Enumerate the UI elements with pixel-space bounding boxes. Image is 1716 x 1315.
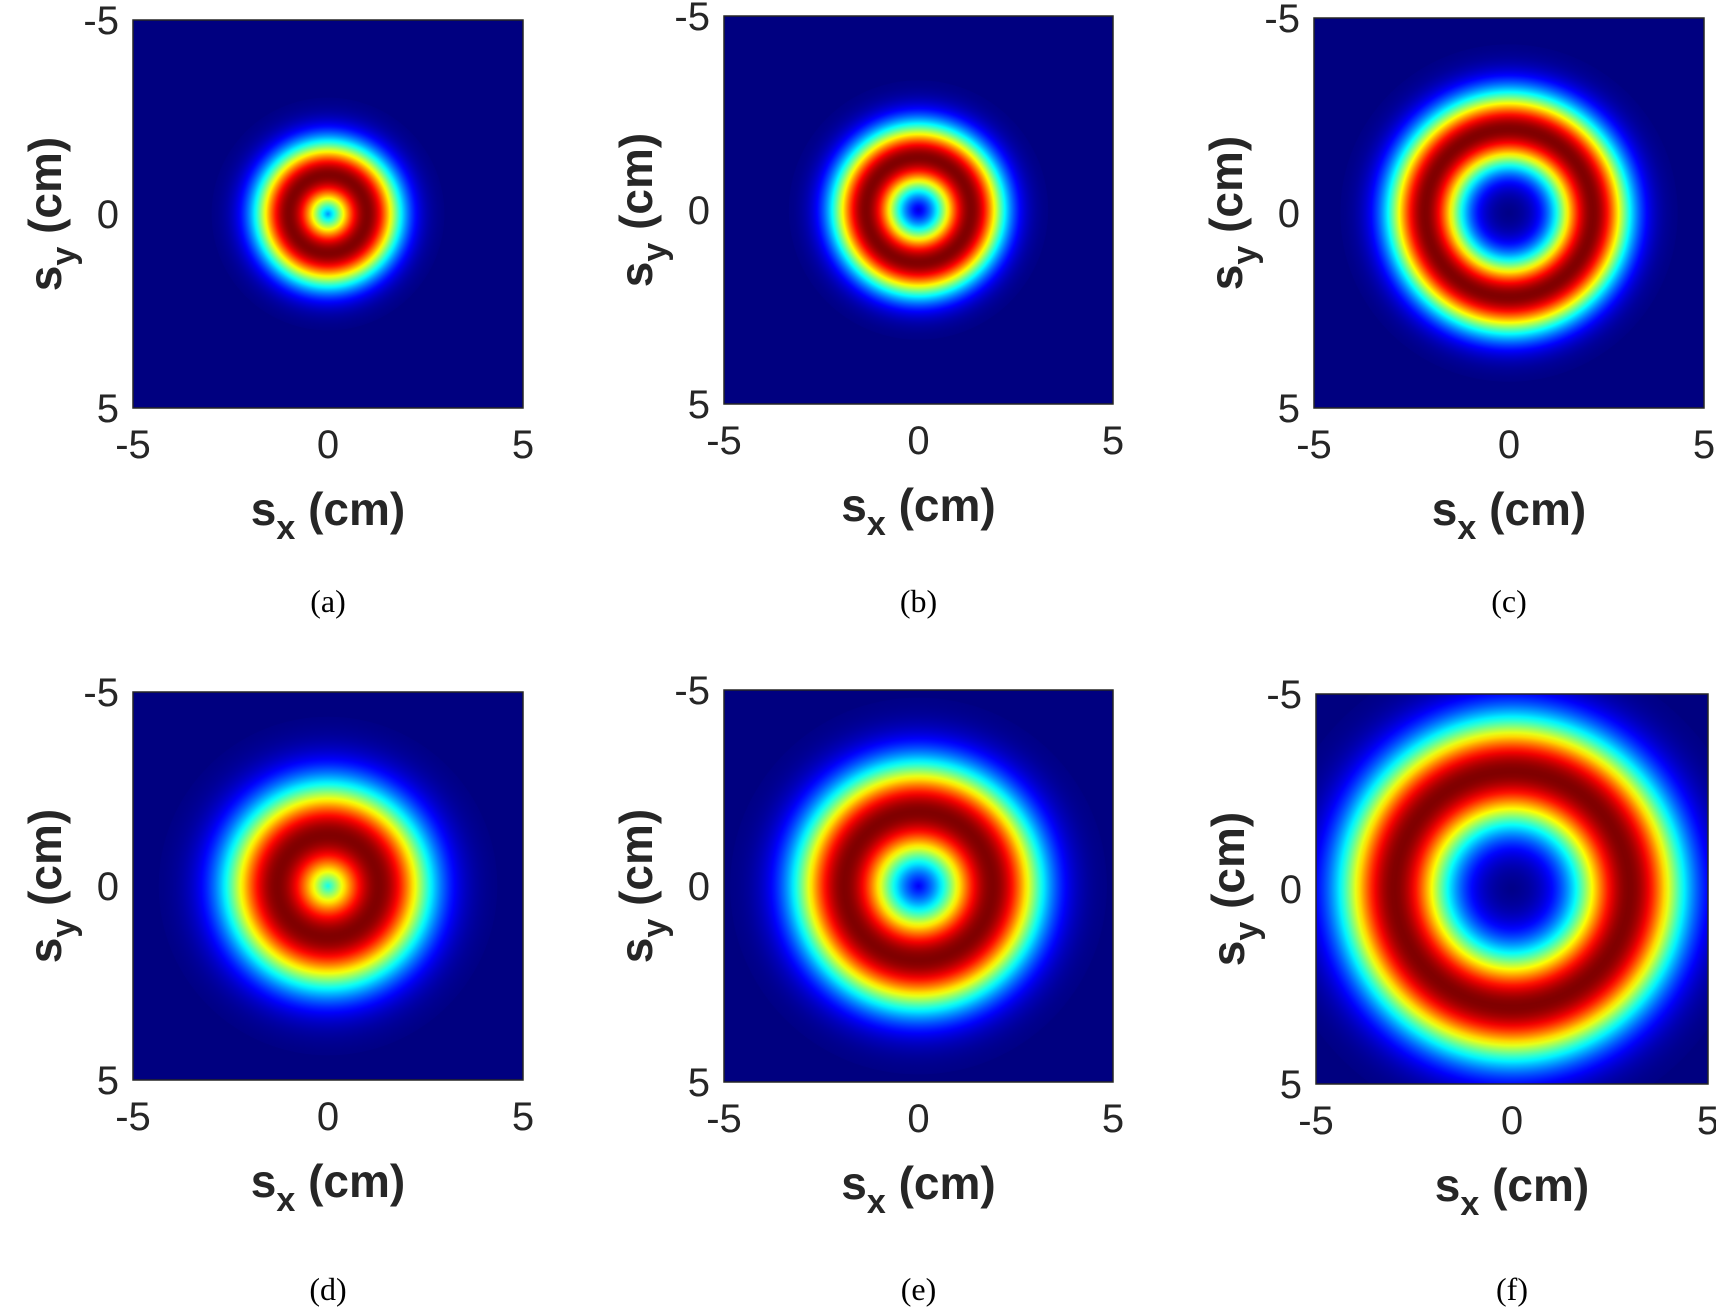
x-axis-label: sx (cm)	[251, 483, 405, 547]
x-tick-label: 0	[1498, 423, 1520, 467]
y-tick-label: -5	[1266, 673, 1302, 717]
y-tick-label: 0	[1278, 192, 1300, 236]
intensity-ring	[730, 697, 1107, 1075]
y-tick-label: 0	[688, 865, 710, 909]
x-tick-label: -5	[706, 1097, 742, 1141]
x-tick-label: 5	[1693, 423, 1715, 467]
x-tick-label: 0	[317, 423, 339, 467]
intensity-ring	[1340, 44, 1678, 382]
x-tick-label: 5	[1102, 1097, 1124, 1141]
panel-caption: (d)	[309, 1271, 346, 1307]
x-tick-label: -5	[1298, 1099, 1334, 1143]
intensity-ring	[211, 97, 445, 331]
intensity-ring	[788, 80, 1049, 340]
y-tick-label: 0	[1280, 868, 1302, 912]
axes-frame	[132, 691, 524, 1081]
y-tick-label: 0	[688, 189, 710, 233]
y-tick-label: -5	[674, 0, 710, 39]
y-tick-label: -5	[674, 669, 710, 713]
x-tick-label: 0	[907, 419, 929, 463]
panel-caption: (b)	[900, 583, 937, 619]
panel-caption: (c)	[1491, 583, 1527, 619]
panel-caption: (e)	[901, 1271, 937, 1307]
y-tick-label: 0	[97, 193, 119, 237]
x-tick-label: 5	[512, 1095, 534, 1139]
y-tick-label: 5	[688, 1061, 710, 1105]
x-axis-label: sx (cm)	[841, 1157, 995, 1221]
axes-frame	[723, 689, 1114, 1083]
intensity-ring	[158, 716, 498, 1056]
x-tick-label: -5	[706, 419, 742, 463]
y-tick-label: 5	[688, 383, 710, 427]
y-tick-label: 5	[97, 1059, 119, 1103]
y-axis-label: sy (cm)	[610, 809, 674, 963]
axes-frame	[1315, 693, 1709, 1085]
x-tick-label: -5	[1296, 423, 1332, 467]
x-axis-label: sx (cm)	[251, 1155, 405, 1219]
y-tick-label: 5	[1280, 1063, 1302, 1107]
y-tick-label: 5	[97, 387, 119, 431]
panel-caption: (a)	[310, 583, 346, 619]
x-tick-label: 0	[907, 1097, 929, 1141]
x-tick-label: 5	[1102, 419, 1124, 463]
y-axis-label: sy (cm)	[19, 137, 83, 291]
intensity-ring	[1316, 694, 1708, 1084]
x-axis-label: sx (cm)	[841, 479, 995, 543]
axes-frame	[723, 15, 1114, 405]
x-tick-label: 5	[512, 423, 534, 467]
y-axis-label: sy (cm)	[1202, 812, 1266, 966]
axes-frame	[1313, 17, 1705, 409]
y-tick-label: -5	[1264, 0, 1300, 41]
y-tick-label: -5	[83, 671, 119, 715]
x-axis-label: sx (cm)	[1432, 483, 1586, 547]
x-axis-label: sx (cm)	[1435, 1159, 1589, 1223]
axes-frame	[132, 19, 524, 409]
x-tick-label: -5	[115, 1095, 151, 1139]
x-tick-label: 5	[1697, 1099, 1716, 1143]
y-tick-label: 5	[1278, 387, 1300, 431]
x-tick-label: 0	[1501, 1099, 1523, 1143]
x-tick-label: -5	[115, 423, 151, 467]
y-tick-label: 0	[97, 865, 119, 909]
x-tick-label: 0	[317, 1095, 339, 1139]
y-axis-label: sy (cm)	[1200, 136, 1264, 290]
y-axis-label: sy (cm)	[19, 809, 83, 963]
panel-caption: (f)	[1496, 1271, 1528, 1307]
y-axis-label: sy (cm)	[610, 133, 674, 287]
y-tick-label: -5	[83, 0, 119, 43]
